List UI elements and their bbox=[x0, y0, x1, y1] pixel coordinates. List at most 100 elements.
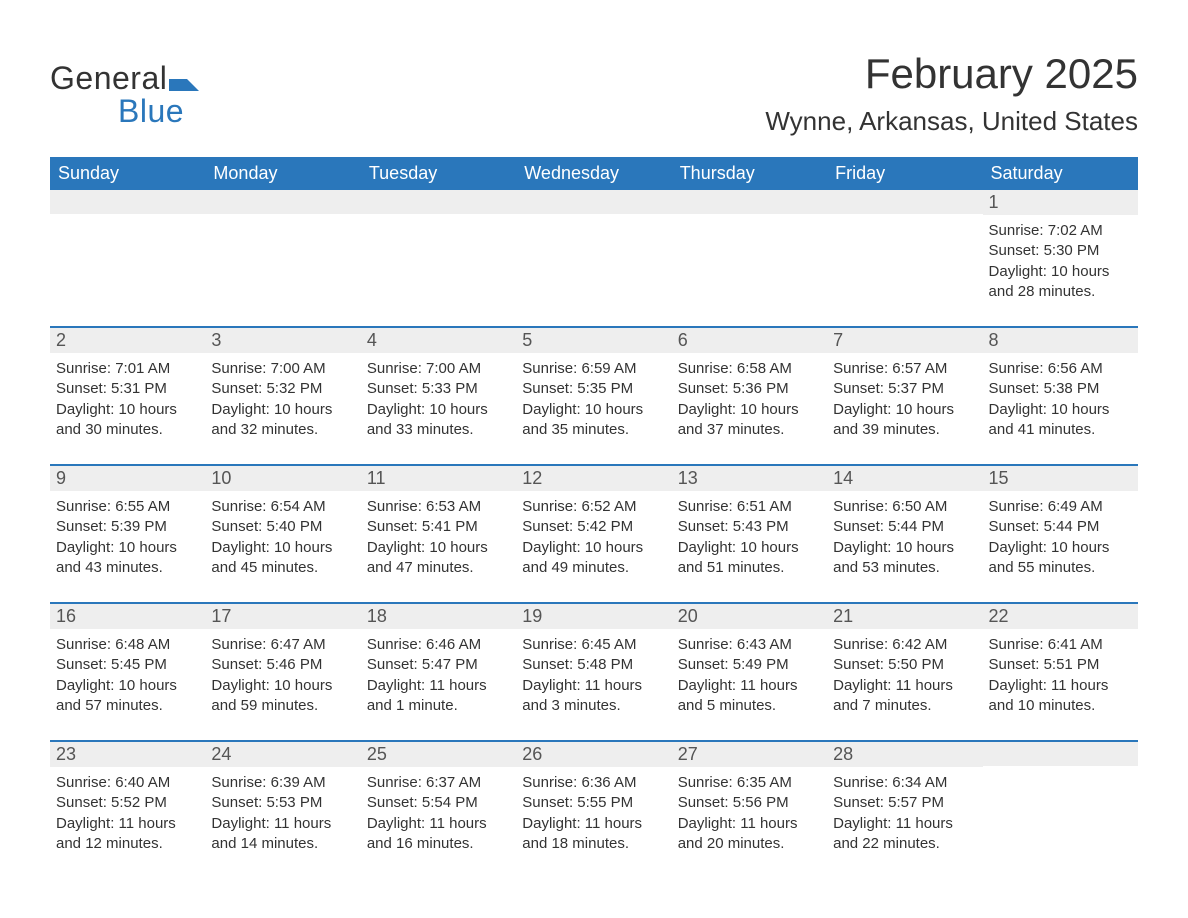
sunrise-text: Sunrise: 6:42 AM bbox=[833, 635, 976, 655]
calendar-day: 5Sunrise: 6:59 AMSunset: 5:35 PMDaylight… bbox=[516, 328, 671, 450]
calendar-day: 3Sunrise: 7:00 AMSunset: 5:32 PMDaylight… bbox=[205, 328, 360, 450]
sunrise-text: Sunrise: 7:00 AM bbox=[211, 359, 354, 379]
calendar-day: 24Sunrise: 6:39 AMSunset: 5:53 PMDayligh… bbox=[205, 742, 360, 864]
sunrise-text: Sunrise: 6:34 AM bbox=[833, 773, 976, 793]
calendar-day: 9Sunrise: 6:55 AMSunset: 5:39 PMDaylight… bbox=[50, 466, 205, 588]
calendar-day: 11Sunrise: 6:53 AMSunset: 5:41 PMDayligh… bbox=[361, 466, 516, 588]
day-number: 19 bbox=[522, 606, 542, 626]
sunset-text: Sunset: 5:47 PM bbox=[367, 655, 510, 675]
sunset-text: Sunset: 5:32 PM bbox=[211, 379, 354, 399]
daylight-text: Daylight: 11 hours and 18 minutes. bbox=[522, 814, 665, 855]
calendar-day: 22Sunrise: 6:41 AMSunset: 5:51 PMDayligh… bbox=[983, 604, 1138, 726]
daylight-text: Daylight: 11 hours and 22 minutes. bbox=[833, 814, 976, 855]
calendar-day: 19Sunrise: 6:45 AMSunset: 5:48 PMDayligh… bbox=[516, 604, 671, 726]
day-number-row bbox=[516, 190, 671, 214]
day-number: 8 bbox=[989, 330, 999, 350]
day-number-row: 26 bbox=[516, 742, 671, 767]
sunrise-text: Sunrise: 6:48 AM bbox=[56, 635, 199, 655]
day-number-row: 14 bbox=[827, 466, 982, 491]
sunset-text: Sunset: 5:44 PM bbox=[833, 517, 976, 537]
calendar-week-row: 9Sunrise: 6:55 AMSunset: 5:39 PMDaylight… bbox=[50, 464, 1138, 588]
sunrise-text: Sunrise: 6:47 AM bbox=[211, 635, 354, 655]
day-number: 22 bbox=[989, 606, 1009, 626]
day-number-row: 3 bbox=[205, 328, 360, 353]
weekday-header: Tuesday bbox=[361, 157, 516, 190]
sunset-text: Sunset: 5:49 PM bbox=[678, 655, 821, 675]
day-number-row bbox=[361, 190, 516, 214]
weekday-header: Friday bbox=[827, 157, 982, 190]
sunset-text: Sunset: 5:40 PM bbox=[211, 517, 354, 537]
brand-word1-line: General bbox=[50, 60, 199, 99]
calendar-day: 12Sunrise: 6:52 AMSunset: 5:42 PMDayligh… bbox=[516, 466, 671, 588]
daylight-text: Daylight: 11 hours and 7 minutes. bbox=[833, 676, 976, 717]
daylight-text: Daylight: 10 hours and 49 minutes. bbox=[522, 538, 665, 579]
sunset-text: Sunset: 5:54 PM bbox=[367, 793, 510, 813]
calendar-day: 26Sunrise: 6:36 AMSunset: 5:55 PMDayligh… bbox=[516, 742, 671, 864]
day-number-row: 16 bbox=[50, 604, 205, 629]
sunrise-text: Sunrise: 6:51 AM bbox=[678, 497, 821, 517]
day-number-row: 2 bbox=[50, 328, 205, 353]
day-number: 11 bbox=[367, 468, 386, 488]
day-number: 26 bbox=[522, 744, 542, 764]
day-number-row: 10 bbox=[205, 466, 360, 491]
sunset-text: Sunset: 5:39 PM bbox=[56, 517, 199, 537]
calendar-day-empty bbox=[205, 190, 360, 312]
day-number-row bbox=[983, 742, 1138, 766]
sunset-text: Sunset: 5:46 PM bbox=[211, 655, 354, 675]
day-number-row bbox=[672, 190, 827, 214]
daylight-text: Daylight: 11 hours and 16 minutes. bbox=[367, 814, 510, 855]
day-number-row bbox=[205, 190, 360, 214]
page-header: General Blue February 2025 Wynne, Arkans… bbox=[50, 50, 1138, 137]
day-number: 18 bbox=[367, 606, 387, 626]
sunrise-text: Sunrise: 6:57 AM bbox=[833, 359, 976, 379]
calendar-day: 15Sunrise: 6:49 AMSunset: 5:44 PMDayligh… bbox=[983, 466, 1138, 588]
calendar-page: General Blue February 2025 Wynne, Arkans… bbox=[0, 0, 1188, 904]
brand-word1: General bbox=[50, 60, 167, 96]
calendar-day: 20Sunrise: 6:43 AMSunset: 5:49 PMDayligh… bbox=[672, 604, 827, 726]
sunset-text: Sunset: 5:45 PM bbox=[56, 655, 199, 675]
month-title: February 2025 bbox=[765, 50, 1138, 98]
day-number-row: 24 bbox=[205, 742, 360, 767]
calendar-day-empty bbox=[983, 742, 1138, 864]
day-number-row: 8 bbox=[983, 328, 1138, 353]
flag-icon bbox=[169, 62, 199, 99]
day-number: 4 bbox=[367, 330, 377, 350]
calendar-day: 23Sunrise: 6:40 AMSunset: 5:52 PMDayligh… bbox=[50, 742, 205, 864]
sunrise-text: Sunrise: 7:01 AM bbox=[56, 359, 199, 379]
daylight-text: Daylight: 11 hours and 1 minute. bbox=[367, 676, 510, 717]
sunset-text: Sunset: 5:36 PM bbox=[678, 379, 821, 399]
daylight-text: Daylight: 10 hours and 30 minutes. bbox=[56, 400, 199, 441]
day-number: 17 bbox=[211, 606, 231, 626]
day-number-row: 15 bbox=[983, 466, 1138, 491]
day-number-row bbox=[50, 190, 205, 214]
calendar-day: 1Sunrise: 7:02 AMSunset: 5:30 PMDaylight… bbox=[983, 190, 1138, 312]
sunset-text: Sunset: 5:37 PM bbox=[833, 379, 976, 399]
daylight-text: Daylight: 10 hours and 39 minutes. bbox=[833, 400, 976, 441]
daylight-text: Daylight: 10 hours and 41 minutes. bbox=[989, 400, 1132, 441]
sunrise-text: Sunrise: 6:55 AM bbox=[56, 497, 199, 517]
day-number: 6 bbox=[678, 330, 688, 350]
sunset-text: Sunset: 5:57 PM bbox=[833, 793, 976, 813]
day-number: 7 bbox=[833, 330, 843, 350]
calendar-day: 2Sunrise: 7:01 AMSunset: 5:31 PMDaylight… bbox=[50, 328, 205, 450]
day-number-row: 18 bbox=[361, 604, 516, 629]
daylight-text: Daylight: 11 hours and 14 minutes. bbox=[211, 814, 354, 855]
daylight-text: Daylight: 10 hours and 59 minutes. bbox=[211, 676, 354, 717]
day-number-row: 21 bbox=[827, 604, 982, 629]
calendar-day-empty bbox=[516, 190, 671, 312]
day-number-row: 23 bbox=[50, 742, 205, 767]
sunset-text: Sunset: 5:43 PM bbox=[678, 517, 821, 537]
calendar-grid: Sunday Monday Tuesday Wednesday Thursday… bbox=[50, 157, 1138, 864]
daylight-text: Daylight: 10 hours and 53 minutes. bbox=[833, 538, 976, 579]
calendar-day: 14Sunrise: 6:50 AMSunset: 5:44 PMDayligh… bbox=[827, 466, 982, 588]
day-number: 28 bbox=[833, 744, 853, 764]
daylight-text: Daylight: 10 hours and 35 minutes. bbox=[522, 400, 665, 441]
calendar-week-row: 1Sunrise: 7:02 AMSunset: 5:30 PMDaylight… bbox=[50, 190, 1138, 312]
title-block: February 2025 Wynne, Arkansas, United St… bbox=[765, 50, 1138, 137]
weekday-header: Wednesday bbox=[516, 157, 671, 190]
calendar-week-row: 2Sunrise: 7:01 AMSunset: 5:31 PMDaylight… bbox=[50, 326, 1138, 450]
sunset-text: Sunset: 5:53 PM bbox=[211, 793, 354, 813]
sunrise-text: Sunrise: 6:58 AM bbox=[678, 359, 821, 379]
calendar-day-empty bbox=[827, 190, 982, 312]
day-number-row: 25 bbox=[361, 742, 516, 767]
